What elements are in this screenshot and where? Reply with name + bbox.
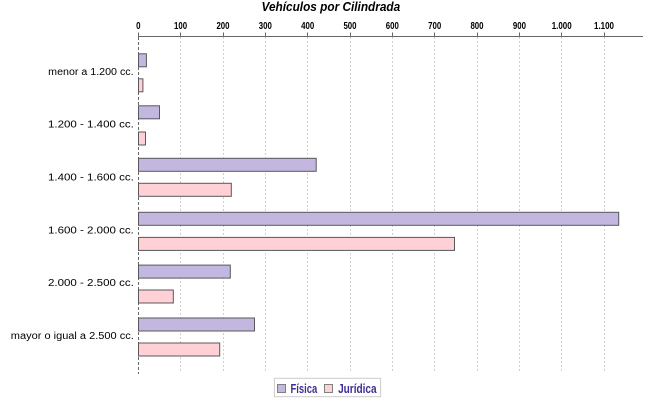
svg-text:600: 600 — [386, 21, 399, 32]
svg-text:700: 700 — [428, 21, 441, 32]
svg-text:menor a 1.200 cc.: menor a 1.200 cc. — [48, 67, 133, 78]
svg-text:500: 500 — [343, 21, 356, 32]
svg-text:2.000 - 2.500 cc.: 2.000 - 2.500 cc. — [48, 278, 134, 289]
svg-text:Vehículos por Cilindrada: Vehículos por Cilindrada — [262, 0, 401, 14]
svg-text:1.600 - 2.000 cc.: 1.600 - 2.000 cc. — [48, 225, 134, 236]
svg-text:Física: Física — [291, 382, 318, 396]
svg-text:1.200 - 1.400 cc.: 1.200 - 1.400 cc. — [48, 120, 134, 131]
svg-text:900: 900 — [513, 21, 526, 32]
svg-text:mayor o igual a 2.500 cc.: mayor o igual a 2.500 cc. — [11, 331, 134, 342]
svg-text:Jurídica: Jurídica — [338, 382, 377, 396]
svg-text:1.100: 1.100 — [594, 21, 614, 32]
svg-text:400: 400 — [301, 21, 314, 32]
svg-text:1.000: 1.000 — [552, 21, 572, 32]
svg-text:0: 0 — [136, 21, 141, 32]
svg-text:800: 800 — [470, 21, 483, 32]
svg-text:100: 100 — [174, 21, 187, 32]
svg-text:300: 300 — [259, 21, 272, 32]
svg-text:200: 200 — [216, 21, 229, 32]
svg-text:1.400 - 1.600 cc.: 1.400 - 1.600 cc. — [48, 172, 134, 183]
